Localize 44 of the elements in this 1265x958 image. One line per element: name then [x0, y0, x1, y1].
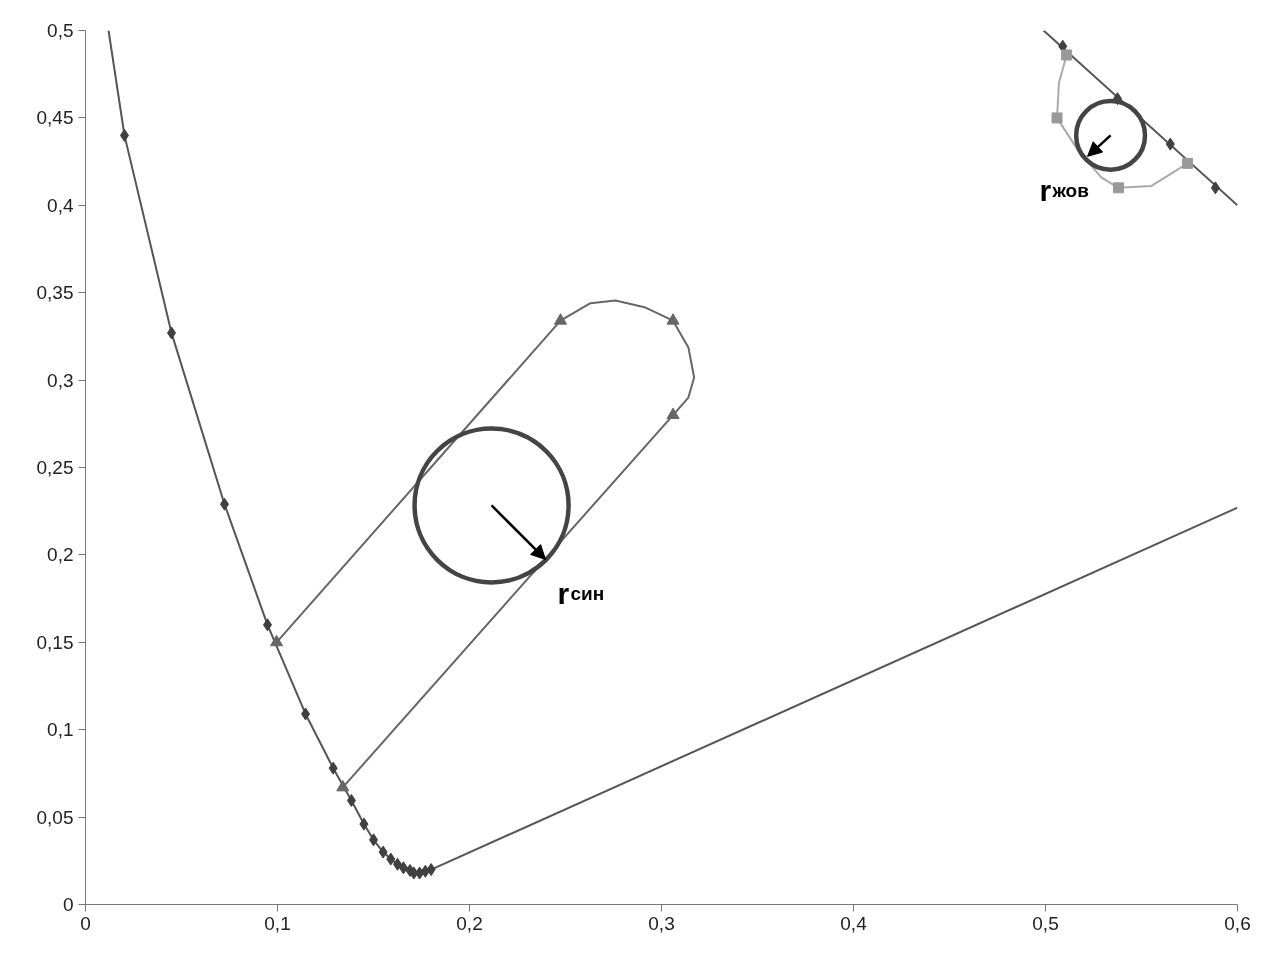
- point: [666, 407, 680, 420]
- y-tick-label: 0,35: [36, 282, 74, 304]
- point: [398, 861, 408, 875]
- point: [346, 793, 356, 807]
- point: [420, 864, 430, 878]
- point: [554, 313, 568, 325]
- point: [220, 497, 230, 511]
- annotation: rсин: [557, 576, 605, 610]
- x-tick-label: 0: [80, 912, 91, 934]
- point: [666, 313, 680, 325]
- x-tick-label: 0,6: [1224, 912, 1251, 934]
- point: [1061, 49, 1073, 61]
- y-tick-label: 0: [62, 894, 74, 915]
- x-tick-label: 0,3: [648, 912, 675, 934]
- point: [378, 845, 388, 859]
- point: [1182, 157, 1194, 169]
- y-tick-label: 0,05: [36, 806, 74, 828]
- y-tick-label: 0,45: [36, 107, 74, 129]
- point: [426, 863, 436, 877]
- point: [1112, 182, 1124, 194]
- point: [270, 634, 284, 647]
- x-tick-label: 0,1: [264, 912, 291, 934]
- y-tick-label: 0,15: [36, 631, 74, 653]
- y-tick-label: 0,4: [47, 194, 74, 216]
- point: [359, 817, 369, 831]
- point: [328, 761, 338, 775]
- point: [119, 128, 129, 142]
- y-tick-label: 0,1: [47, 719, 74, 741]
- annotation: rжов: [1039, 173, 1089, 207]
- point: [1210, 181, 1220, 195]
- x-tick-label: 0,5: [1032, 912, 1059, 934]
- point: [167, 326, 177, 340]
- point: [336, 779, 350, 792]
- y-tick-label: 0,5: [47, 20, 74, 41]
- point: [263, 618, 273, 632]
- point: [301, 707, 311, 721]
- y-tick-label: 0,3: [47, 369, 74, 391]
- x-tick-label: 0,4: [840, 912, 868, 934]
- point: [1165, 137, 1175, 151]
- point: [1051, 112, 1063, 124]
- y-tick-label: 0,25: [36, 457, 74, 478]
- point: [386, 852, 396, 866]
- y-tick-label: 0,2: [47, 544, 74, 566]
- x-tick-label: 0,2: [456, 912, 483, 934]
